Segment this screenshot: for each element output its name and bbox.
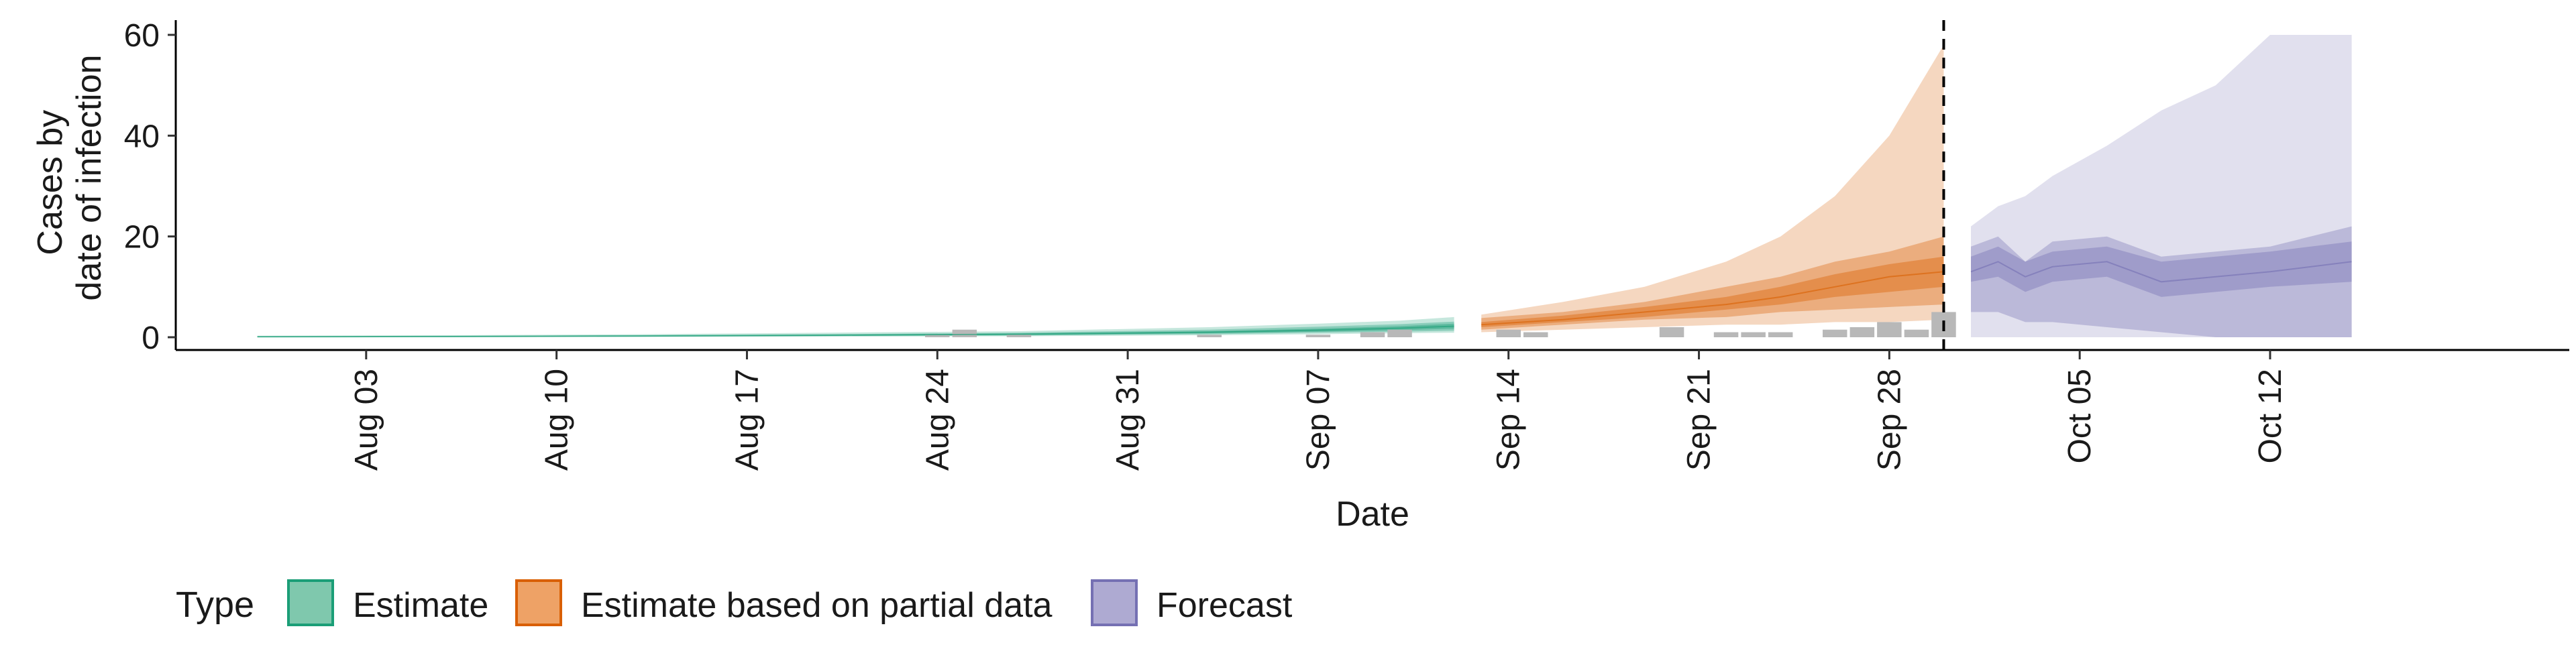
legend-label-partial-estimate: Estimate based on partial data bbox=[581, 586, 1053, 625]
partial-estimate-band-20 bbox=[1481, 256, 1944, 327]
ribbon-layer bbox=[257, 35, 2352, 337]
reported-case-bar bbox=[1006, 335, 1032, 337]
x-tick-label: Oct 05 bbox=[2062, 369, 2098, 463]
forecast-band-20 bbox=[1971, 241, 2352, 297]
x-tick-label: Aug 03 bbox=[349, 369, 384, 471]
reported-case-bar bbox=[1360, 332, 1385, 337]
y-tick-label: 0 bbox=[142, 320, 160, 356]
y-tick-label: 20 bbox=[124, 220, 160, 255]
reported-cases-layer bbox=[925, 312, 1956, 337]
y-axis-title: Cases by date of infection bbox=[31, 54, 109, 300]
estimate-band-20 bbox=[257, 323, 1454, 337]
legend-key-partial-estimate bbox=[515, 579, 562, 626]
estimate-median-line bbox=[257, 325, 1454, 338]
x-axis-title: Date bbox=[1336, 495, 1409, 534]
legend-title: Type bbox=[176, 585, 254, 625]
x-tick-label: Aug 17 bbox=[729, 369, 765, 471]
y-tick-label: 40 bbox=[124, 119, 160, 154]
axes-layer bbox=[174, 20, 2569, 351]
forecast-median-line bbox=[1970, 261, 2352, 283]
partial-estimate-band-50 bbox=[1481, 236, 1944, 330]
legend-label-estimate: Estimate bbox=[353, 586, 488, 625]
x-tick-label: Oct 12 bbox=[2253, 369, 2288, 463]
reported-case-bar bbox=[1713, 332, 1739, 337]
reported-case-bar bbox=[1387, 329, 1412, 337]
legend-items: Estimate Estimate based on partial data Fo… bbox=[287, 579, 1293, 626]
x-tick-label: Sep 14 bbox=[1491, 369, 1527, 471]
reported-case-bar bbox=[1523, 332, 1548, 337]
reported-case-bar bbox=[952, 329, 977, 337]
x-tick-label: Sep 28 bbox=[1872, 369, 1907, 471]
x-tick-label: Aug 10 bbox=[539, 369, 575, 471]
x-tick-label: Sep 21 bbox=[1682, 369, 1717, 471]
y-axis-title-line-1: Cases by bbox=[31, 110, 70, 255]
reported-case-bar bbox=[1659, 327, 1684, 337]
legend-key-estimate bbox=[287, 579, 334, 626]
x-ticks: Aug 03 Aug 10 Aug 17 Aug 24 Aug 31 Sep 07 Sep … bbox=[349, 350, 2288, 471]
reported-case-bar bbox=[1904, 329, 1929, 337]
reported-case-bar bbox=[1496, 329, 1521, 337]
reported-case-bar bbox=[1768, 332, 1793, 337]
y-ticks: 0 20 40 60 bbox=[124, 18, 176, 356]
legend: Type Estimate Estimate based on partial d… bbox=[176, 579, 1293, 626]
y-tick-label: 60 bbox=[124, 18, 160, 54]
reported-case-bar bbox=[1197, 335, 1222, 337]
x-tick-label: Aug 31 bbox=[1110, 369, 1146, 471]
legend-label-forecast: Forecast bbox=[1157, 586, 1293, 625]
reported-case-bar bbox=[1877, 322, 1902, 337]
reported-case-bar bbox=[1849, 327, 1875, 337]
reported-case-bar bbox=[1741, 332, 1766, 337]
reported-case-bar bbox=[1823, 329, 1847, 337]
reported-case-bar bbox=[1305, 335, 1331, 337]
median-lines-layer bbox=[257, 261, 2352, 338]
reported-case-bar bbox=[925, 335, 950, 337]
y-axis-title-line-2: date of infection bbox=[70, 54, 109, 300]
legend-key-forecast bbox=[1091, 579, 1138, 626]
x-tick-label: Aug 24 bbox=[920, 369, 955, 471]
forecast-band-90 bbox=[1971, 35, 2352, 337]
partial-estimate-band-90 bbox=[1481, 45, 1944, 333]
partial-estimate-median-line bbox=[1481, 271, 1944, 326]
x-tick-label: Sep 07 bbox=[1301, 369, 1336, 471]
